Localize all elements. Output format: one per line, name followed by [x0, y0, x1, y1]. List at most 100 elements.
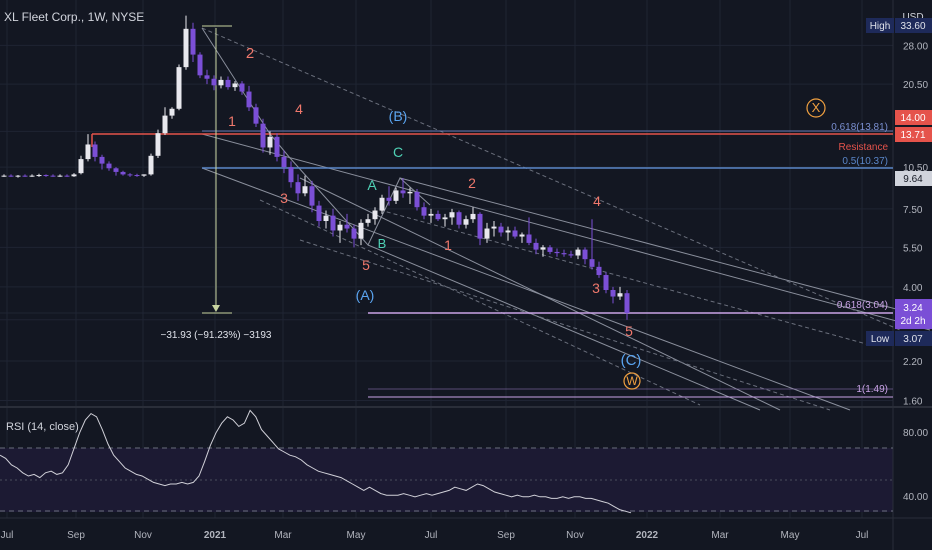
high-value: 33.60: [900, 21, 925, 32]
candle-body: [351, 228, 357, 239]
price-tick-label: 10.50: [903, 163, 928, 174]
price-tick-label: 28.00: [903, 41, 928, 52]
candle-body: [379, 197, 385, 211]
time-tick-label: Mar: [274, 530, 292, 541]
level-964-value: 9.64: [903, 174, 923, 185]
wave-label: C: [393, 144, 403, 160]
time-tick-label: Jul: [425, 530, 438, 541]
rsi-tick-label: 40.00: [903, 492, 928, 503]
time-tick-label: Mar: [711, 530, 729, 541]
candle-body: [316, 205, 322, 222]
candle-body: [155, 133, 161, 156]
candle-body: [197, 54, 203, 76]
candle-body: [288, 167, 294, 183]
time-tick-label: Jul: [856, 530, 869, 541]
candle-body: [456, 212, 462, 225]
candle-body: [225, 79, 231, 88]
candle-body: [120, 171, 126, 175]
current-price-tag: [895, 299, 932, 329]
wave-labels: 2 1 4 3 5 (A) (B) C A B 2 1 4 3 5 (C) X W: [228, 45, 826, 390]
wave-label: A: [367, 177, 377, 193]
rsi-axis[interactable]: 40.00 80.00: [903, 428, 928, 503]
candle-body: [428, 213, 434, 216]
wave-label: 3: [280, 190, 288, 206]
candle-body: [141, 174, 147, 176]
time-axis[interactable]: Jul Sep Nov 2021 Mar May Jul Sep Nov 2022 Mar May Ju…: [1, 530, 869, 541]
candle-body: [372, 210, 378, 220]
candle-body: [169, 108, 175, 116]
high-tag-label: High: [870, 21, 891, 32]
price-tick-label: 20.50: [903, 80, 928, 91]
candle-body: [162, 115, 168, 134]
low-tag: [866, 331, 894, 346]
candle-body: [78, 159, 84, 174]
candle-body: [253, 107, 259, 124]
wave-label: 1: [444, 237, 452, 253]
candle-body: [435, 213, 441, 220]
price-tick-label: 7.50: [903, 205, 923, 216]
channel-line: [201, 167, 851, 411]
candle-body: [309, 186, 315, 206]
candle-body: [15, 175, 21, 177]
rsi-line: [0, 409, 632, 514]
candle-body: [526, 234, 532, 243]
candle-body: [85, 144, 91, 160]
wave-label: B: [378, 236, 387, 251]
time-tick-label: May: [347, 530, 366, 541]
candle-body: [190, 28, 196, 55]
price-tick-label: 4.00: [903, 283, 923, 294]
candle-body: [470, 213, 476, 220]
wave-label: 4: [295, 101, 303, 117]
candle-body: [43, 175, 49, 177]
wave-path: [201, 27, 431, 246]
candle-body: [8, 175, 14, 177]
current-price-value: 3.24: [903, 303, 923, 314]
candles: [1, 15, 630, 320]
price-tick-label: 5.50: [903, 243, 923, 254]
candle-body: [603, 275, 609, 290]
candle-body: [211, 78, 217, 86]
time-tick-label: Sep: [497, 530, 515, 541]
candle-body: [596, 266, 602, 276]
chart-title: XL Fleet Corp., 1W, NYSE: [4, 10, 144, 24]
candle-body: [575, 249, 581, 256]
time-tick-label: Nov: [566, 530, 584, 541]
candle-body: [498, 226, 504, 233]
candle-body: [554, 251, 560, 254]
wave-label: 5: [625, 323, 633, 339]
wave-label: W: [626, 374, 638, 388]
low-value: 3.07: [903, 334, 923, 345]
candle-body: [519, 234, 525, 237]
rsi-panel: RSI (14, close): [0, 409, 893, 514]
candle-body: [267, 136, 273, 148]
time-tick-label: 2021: [204, 530, 227, 541]
wave-label: 5: [362, 257, 370, 273]
channel-line-dashed: [299, 239, 831, 411]
resistance-tag: [895, 127, 932, 142]
fib-label-1: 1(1.49): [856, 384, 888, 395]
candle-body: [134, 175, 140, 177]
candle-body: [624, 293, 630, 313]
countdown-value: 2d 2h: [900, 316, 925, 327]
rsi-title: RSI (14, close): [6, 421, 79, 433]
candle-body: [589, 259, 595, 267]
candle-body: [176, 67, 182, 109]
candle-body: [449, 212, 455, 218]
wave-label: 1: [228, 113, 236, 129]
candle-body: [407, 191, 413, 194]
wave-label: 2: [246, 45, 254, 62]
fib-label-05: 0.5(10.37): [842, 156, 888, 167]
candle-body: [239, 83, 245, 92]
candle-body: [533, 242, 539, 250]
candle-body: [358, 222, 364, 239]
wave-label: 4: [593, 193, 601, 209]
channel-line: [367, 244, 761, 411]
candle-body: [393, 190, 399, 201]
level-14-tag: [895, 110, 932, 125]
resistance-label: Resistance: [839, 142, 889, 153]
candle-body: [617, 293, 623, 297]
candle-body: [568, 254, 574, 256]
candle-body: [106, 163, 112, 169]
time-tick-label: Jul: [1, 530, 14, 541]
